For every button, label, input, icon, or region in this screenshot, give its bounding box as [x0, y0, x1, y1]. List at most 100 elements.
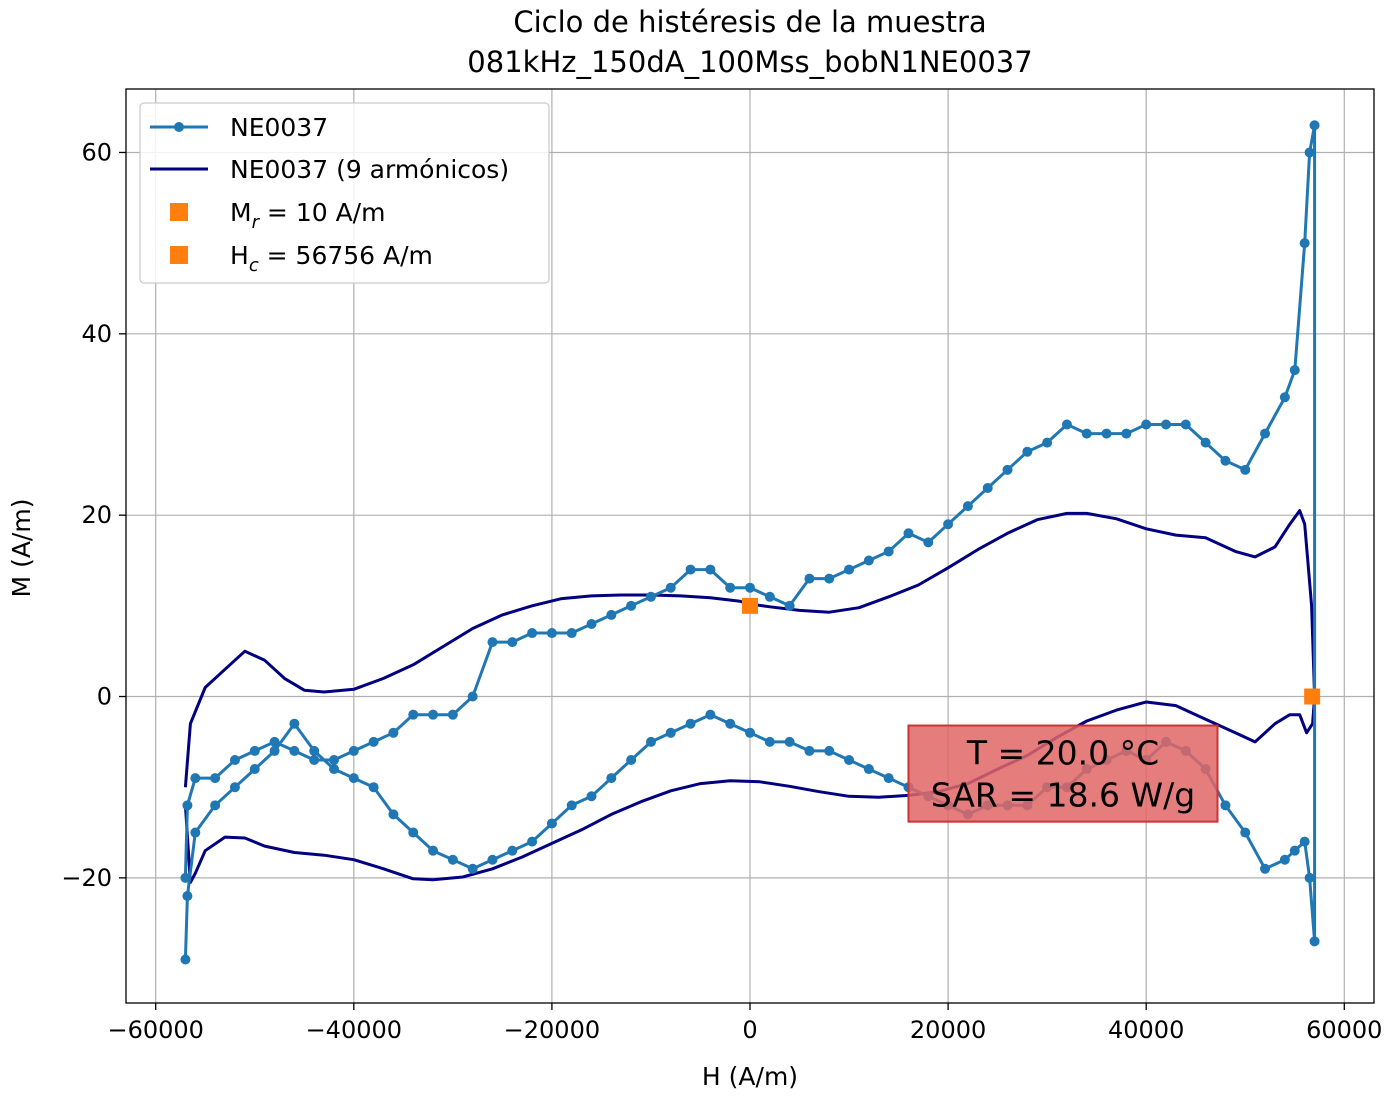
- raw-series-point: [182, 891, 193, 902]
- raw-series-point: [467, 691, 478, 702]
- remanence-coercivity-markers: [742, 597, 1321, 705]
- raw-series-point: [1289, 365, 1300, 376]
- legend-label: Hc = 56756 A/m: [230, 241, 433, 276]
- raw-series-point: [289, 718, 300, 729]
- raw-series-point: [1061, 419, 1072, 430]
- legend-label-sub: r: [252, 212, 261, 233]
- raw-series-point: [645, 591, 656, 602]
- raw-series-point: [546, 628, 557, 639]
- annotation-temperature: T = 20.0 °C: [966, 734, 1159, 773]
- raw-series-point: [566, 628, 577, 639]
- y-axis-label: M (A/m): [7, 499, 36, 598]
- raw-series-point: [1304, 147, 1315, 158]
- raw-series-point: [1081, 428, 1092, 439]
- annotation-background: [907, 724, 1219, 823]
- raw-series-point: [606, 609, 617, 620]
- raw-series-point: [1220, 455, 1231, 466]
- raw-series-point: [1141, 419, 1152, 430]
- raw-series-point: [309, 754, 320, 765]
- legend: NE0037 NE0037 (9 armónicos) Mr = 10 A/m Hc …: [139, 102, 550, 284]
- raw-series-point: [447, 709, 458, 720]
- title-line-1: Ciclo de histéresis de la muestra: [513, 5, 986, 39]
- legend-label-main: H: [230, 241, 249, 270]
- raw-series-point: [923, 537, 934, 548]
- legend-label: NE0037 (9 armónicos): [230, 155, 509, 184]
- raw-series-point: [1240, 464, 1251, 475]
- raw-series-point: [824, 745, 835, 756]
- raw-series-point: [1042, 437, 1053, 448]
- legend-label: NE0037: [230, 113, 328, 142]
- raw-series-point: [705, 709, 716, 720]
- raw-series-point: [1220, 800, 1231, 811]
- raw-series-point: [546, 818, 557, 829]
- raw-series-point: [388, 809, 399, 820]
- y-tick-label: 40: [81, 320, 112, 348]
- raw-series-point: [784, 600, 795, 611]
- raw-series-point: [447, 854, 458, 865]
- raw-series-point: [586, 791, 597, 802]
- raw-series-point: [180, 954, 191, 965]
- raw-series-point: [725, 582, 736, 593]
- raw-series-point: [269, 736, 280, 747]
- raw-series-line: [183, 123, 1317, 960]
- raw-series-point: [1002, 464, 1013, 475]
- raw-series-point: [1200, 437, 1211, 448]
- raw-series-point: [329, 764, 339, 775]
- raw-series-point: [348, 745, 359, 756]
- raw-series-point: [606, 773, 617, 784]
- raw-series-point: [249, 745, 260, 756]
- raw-series-point: [487, 854, 498, 865]
- raw-series-point: [745, 727, 755, 738]
- x-tick-label: 60000: [1306, 1016, 1382, 1044]
- annotation-sar: SAR = 18.6 W/g: [931, 776, 1195, 815]
- raw-series-point: [1161, 419, 1171, 430]
- raw-series-point: [1299, 836, 1310, 847]
- chart-title: Ciclo de histéresis de la muestra 081kHz…: [467, 5, 1032, 79]
- raw-series-point: [1289, 845, 1300, 856]
- raw-series-point: [804, 745, 815, 756]
- raw-series-point: [665, 582, 676, 593]
- raw-series-point: [388, 727, 399, 738]
- legend-swatch-marker: [170, 203, 188, 221]
- title-line-2: 081kHz_150dA_100Mss_bobN1NE0037: [467, 45, 1032, 79]
- raw-series-point: [229, 782, 240, 793]
- raw-series-point: [1180, 419, 1191, 430]
- raw-series-point: [507, 637, 518, 648]
- raw-series-point: [210, 800, 221, 811]
- raw-series-point: [1022, 446, 1033, 457]
- raw-series-point: [844, 564, 855, 575]
- x-axis-ticks: −60000 −40000 −20000 0 20000 40000 60000: [107, 1003, 1382, 1044]
- raw-series-point: [982, 482, 993, 493]
- x-tick-label: −60000: [107, 1016, 203, 1044]
- legend-swatch-marker: [170, 246, 188, 264]
- raw-series-point: [408, 827, 419, 838]
- raw-series-point: [725, 718, 736, 729]
- raw-series-point: [190, 827, 201, 838]
- raw-series-point: [586, 618, 597, 629]
- raw-series-point: [784, 736, 795, 747]
- raw-series-point: [962, 501, 973, 512]
- y-tick-label: 20: [81, 501, 112, 529]
- legend-label-rest: = 56756 A/m: [259, 241, 433, 270]
- y-tick-label: 0: [97, 683, 112, 711]
- raw-series-point: [289, 745, 300, 756]
- marker-square: [1304, 688, 1321, 705]
- raw-series-point: [428, 709, 439, 720]
- annotation-box: T = 20.0 °C SAR = 18.6 W/g: [907, 724, 1219, 823]
- raw-series-point: [764, 591, 775, 602]
- raw-series-point: [863, 555, 874, 566]
- marker-square: [742, 597, 758, 614]
- raw-series-point: [210, 773, 221, 784]
- raw-series-point: [182, 800, 193, 811]
- raw-series-point: [844, 754, 855, 765]
- raw-series-point: [467, 863, 478, 874]
- raw-series-point: [428, 845, 439, 856]
- raw-series-point: [487, 637, 498, 648]
- raw-series-point: [329, 754, 339, 765]
- raw-series-point: [229, 754, 240, 765]
- raw-series-point: [1309, 936, 1320, 947]
- raw-series-point: [685, 718, 696, 729]
- raw-series-point: [527, 836, 538, 847]
- raw-series-point: [943, 519, 954, 530]
